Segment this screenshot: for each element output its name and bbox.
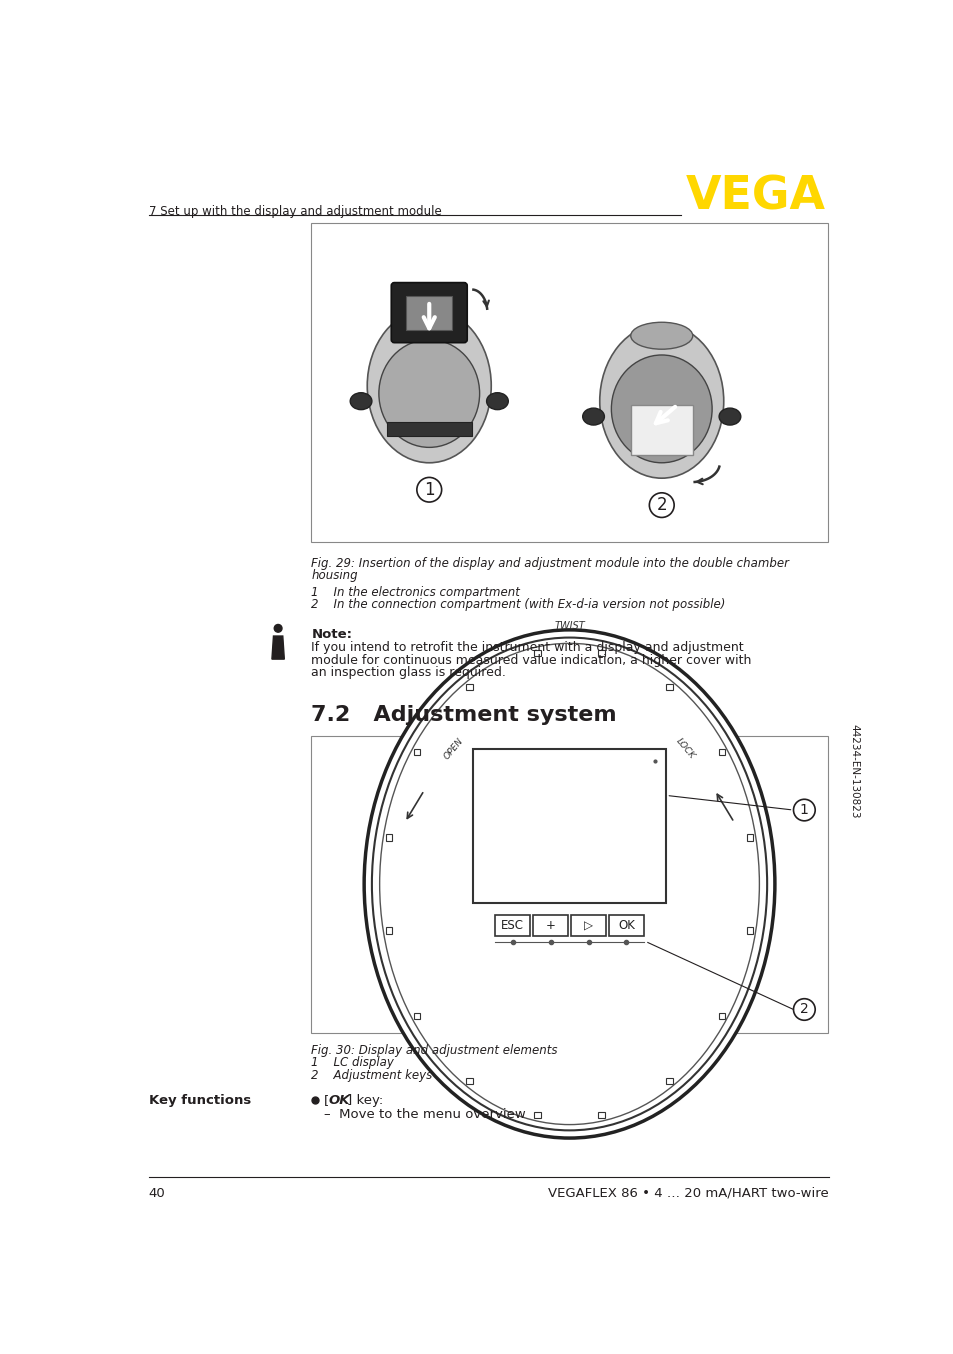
- Text: OPEN: OPEN: [441, 737, 464, 761]
- Text: 40: 40: [149, 1186, 165, 1200]
- Text: Note:: Note:: [311, 628, 352, 642]
- Bar: [598, 1112, 604, 1118]
- Bar: [386, 422, 472, 436]
- Bar: [466, 1078, 472, 1085]
- Text: 1    In the electronics compartment: 1 In the electronics compartment: [311, 586, 519, 598]
- Text: OK: OK: [618, 919, 635, 932]
- Ellipse shape: [611, 355, 711, 463]
- Text: 1    LC display: 1 LC display: [311, 1056, 394, 1070]
- Text: VEGA: VEGA: [685, 175, 825, 219]
- Ellipse shape: [599, 324, 723, 478]
- Text: 1: 1: [799, 803, 808, 816]
- Bar: [311, 737, 827, 1033]
- Circle shape: [274, 624, 282, 632]
- Text: module for continuous measured value indication, a higher cover with: module for continuous measured value ind…: [311, 654, 751, 666]
- Bar: [466, 684, 472, 689]
- Text: –  Move to the menu overview: – Move to the menu overview: [323, 1108, 525, 1121]
- Text: housing: housing: [311, 569, 357, 582]
- Text: [: [: [323, 1094, 329, 1108]
- Text: VEGAFLEX 86 • 4 … 20 mA/HART two-wire: VEGAFLEX 86 • 4 … 20 mA/HART two-wire: [548, 1186, 828, 1200]
- Ellipse shape: [486, 393, 508, 410]
- Text: LOCK: LOCK: [674, 737, 697, 761]
- Text: If you intend to retrofit the instrument with a display and adjustment: If you intend to retrofit the instrument…: [311, 642, 743, 654]
- Ellipse shape: [582, 408, 604, 425]
- Ellipse shape: [350, 393, 372, 410]
- Text: 2    In the connection compartment (with Ex-d-ia version not possible): 2 In the connection compartment (with Ex…: [311, 598, 725, 611]
- Text: 2: 2: [656, 496, 666, 515]
- FancyBboxPatch shape: [391, 283, 467, 343]
- Bar: [385, 834, 392, 841]
- Text: 1: 1: [423, 481, 435, 498]
- Bar: [630, 405, 692, 455]
- Bar: [534, 650, 540, 655]
- Polygon shape: [272, 636, 284, 659]
- Bar: [385, 927, 392, 934]
- Bar: [495, 915, 530, 937]
- Text: Fig. 30: Display and adjustment elements: Fig. 30: Display and adjustment elements: [311, 1044, 558, 1057]
- Bar: [571, 915, 605, 937]
- Bar: [666, 684, 672, 689]
- Bar: [666, 1078, 672, 1085]
- Text: 44234-EN-130823: 44234-EN-130823: [848, 723, 858, 818]
- Text: an inspection glass is required.: an inspection glass is required.: [311, 666, 506, 680]
- Bar: [608, 915, 643, 937]
- Text: ESC: ESC: [500, 919, 523, 932]
- Text: Key functions: Key functions: [149, 1094, 251, 1108]
- Text: OK: OK: [328, 1094, 350, 1108]
- Ellipse shape: [367, 309, 491, 463]
- Bar: [414, 749, 419, 754]
- Text: 2    Adjustment keys: 2 Adjustment keys: [311, 1068, 433, 1082]
- Bar: [414, 1013, 419, 1020]
- Bar: [746, 927, 753, 934]
- Ellipse shape: [630, 322, 692, 349]
- Text: 7 Set up with the display and adjustment module: 7 Set up with the display and adjustment…: [149, 204, 441, 218]
- Text: Fig. 29: Insertion of the display and adjustment module into the double chamber: Fig. 29: Insertion of the display and ad…: [311, 556, 789, 570]
- Bar: [311, 222, 827, 542]
- Bar: [718, 749, 724, 754]
- Ellipse shape: [372, 638, 766, 1131]
- Text: ] key:: ] key:: [347, 1094, 383, 1108]
- Ellipse shape: [378, 340, 479, 447]
- Bar: [746, 834, 753, 841]
- Ellipse shape: [379, 643, 759, 1125]
- Ellipse shape: [364, 630, 774, 1139]
- Text: ▷: ▷: [583, 919, 593, 932]
- Bar: [406, 295, 452, 330]
- Text: TWIST: TWIST: [554, 621, 584, 631]
- Text: +: +: [545, 919, 555, 932]
- Ellipse shape: [719, 408, 740, 425]
- Bar: [598, 650, 604, 655]
- Bar: [533, 915, 567, 937]
- Text: 7.2   Adjustment system: 7.2 Adjustment system: [311, 705, 617, 726]
- Text: 2: 2: [800, 1002, 808, 1017]
- Bar: [534, 1112, 540, 1118]
- Bar: [472, 749, 666, 903]
- Bar: [718, 1013, 724, 1020]
